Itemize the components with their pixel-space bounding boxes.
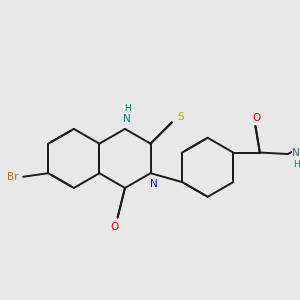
Text: H: H bbox=[293, 160, 300, 169]
Text: N: N bbox=[292, 148, 300, 158]
Text: N: N bbox=[123, 114, 131, 124]
Text: N: N bbox=[150, 179, 158, 189]
Text: H: H bbox=[124, 104, 130, 113]
Text: O: O bbox=[110, 222, 118, 232]
Text: S: S bbox=[177, 112, 184, 122]
Text: O: O bbox=[252, 112, 261, 122]
Text: Br: Br bbox=[7, 172, 18, 182]
